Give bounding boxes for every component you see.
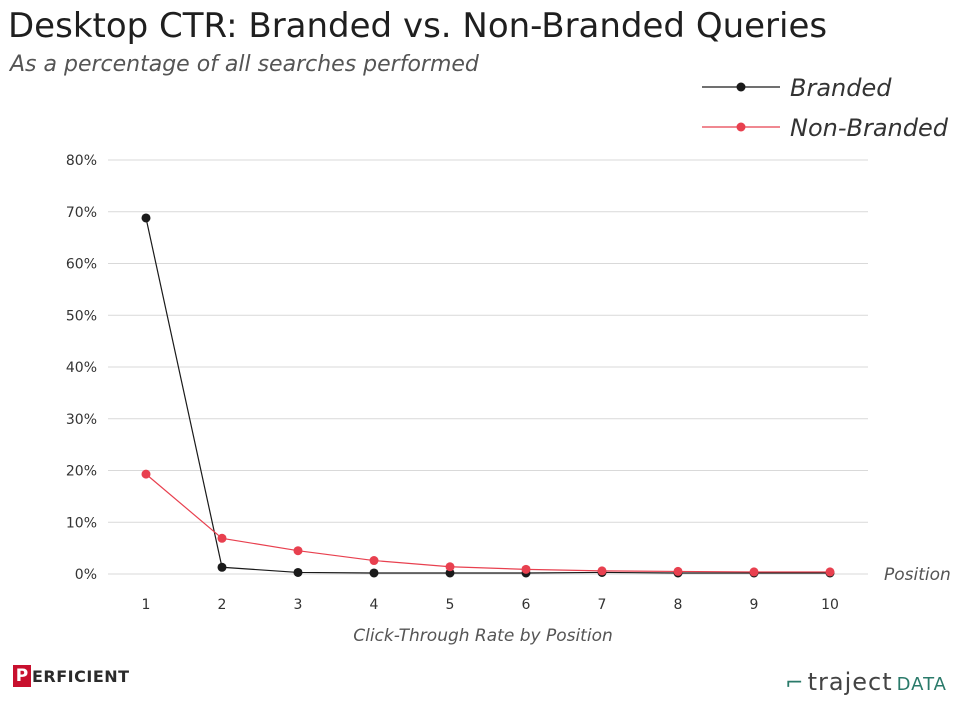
- trajectdata-logo-suffix: DATA: [896, 674, 947, 695]
- trajectdata-logo: ⌐ traject DATA: [785, 668, 947, 696]
- x-tick-label: 1: [142, 597, 151, 613]
- x-tick-label: 5: [446, 597, 455, 613]
- y-tick-label: 40%: [66, 360, 97, 376]
- y-tick-label: 70%: [66, 205, 97, 221]
- x-axis-end-label: Position: [884, 565, 951, 585]
- x-tick-label: 8: [674, 597, 683, 613]
- legend: Branded Non-Branded: [702, 74, 949, 142]
- x-axis-tick-labels: 1 2 3 4 5 6 7 8 9 10: [142, 597, 839, 613]
- trajectdata-logo-text: traject: [807, 668, 893, 696]
- legend-label: Non-Branded: [790, 114, 949, 142]
- data-point-branded: [445, 568, 455, 578]
- data-point-branded: [293, 567, 303, 577]
- data-point-non-branded: [369, 556, 379, 566]
- data-point-non-branded: [217, 533, 227, 543]
- data-point-non-branded: [673, 566, 683, 576]
- series-non-branded: [141, 469, 835, 577]
- data-point-branded: [217, 562, 227, 572]
- y-tick-label: 0%: [75, 567, 97, 583]
- legend-marker: [736, 82, 746, 92]
- series-line-non-branded: [145, 473, 830, 573]
- data-point-non-branded: [521, 564, 531, 574]
- y-tick-label: 10%: [66, 515, 97, 531]
- perficient-logo-text: ERFICIENT: [32, 666, 130, 686]
- x-tick-label: 9: [750, 597, 759, 613]
- x-tick-label: 2: [218, 597, 227, 613]
- perficient-logo-mark: P: [13, 665, 31, 687]
- x-tick-label: 10: [821, 597, 839, 613]
- y-tick-label: 80%: [66, 153, 97, 169]
- y-tick-label: 20%: [66, 464, 97, 480]
- legend-marker: [736, 122, 746, 132]
- perficient-logo: P ERFICIENT: [13, 665, 130, 687]
- x-tick-label: 6: [522, 597, 531, 613]
- data-point-non-branded: [825, 567, 835, 577]
- trajectdata-logo-mark: ⌐: [785, 671, 804, 696]
- gridlines: [108, 159, 868, 575]
- x-tick-label: 4: [370, 597, 379, 613]
- chart-title: Desktop CTR: Branded vs. Non-Branded Que…: [8, 6, 828, 46]
- series-lines: [141, 213, 835, 578]
- legend-item-branded: Branded: [702, 74, 892, 102]
- series-branded: [141, 213, 835, 578]
- y-tick-label: 30%: [66, 412, 97, 428]
- x-tick-label: 3: [294, 597, 303, 613]
- data-point-non-branded: [597, 566, 607, 576]
- y-tick-label: 60%: [66, 257, 97, 273]
- x-axis-title: Click-Through Rate by Position: [353, 626, 613, 646]
- data-point-non-branded: [293, 546, 303, 556]
- y-tick-label: 50%: [66, 308, 97, 324]
- chart-subtitle: As a percentage of all searches performe…: [10, 52, 479, 77]
- data-point-non-branded: [141, 469, 151, 479]
- x-tick-label: 7: [598, 597, 607, 613]
- data-point-non-branded: [749, 567, 759, 577]
- y-axis-tick-labels: 0% 10% 20% 30% 40% 50% 60% 70% 80%: [66, 153, 97, 583]
- data-point-branded: [141, 213, 151, 223]
- legend-item-non-branded: Non-Branded: [702, 114, 949, 142]
- series-line-branded: [145, 217, 830, 574]
- legend-label: Branded: [790, 74, 892, 102]
- data-point-branded: [369, 568, 379, 578]
- data-point-non-branded: [445, 562, 455, 572]
